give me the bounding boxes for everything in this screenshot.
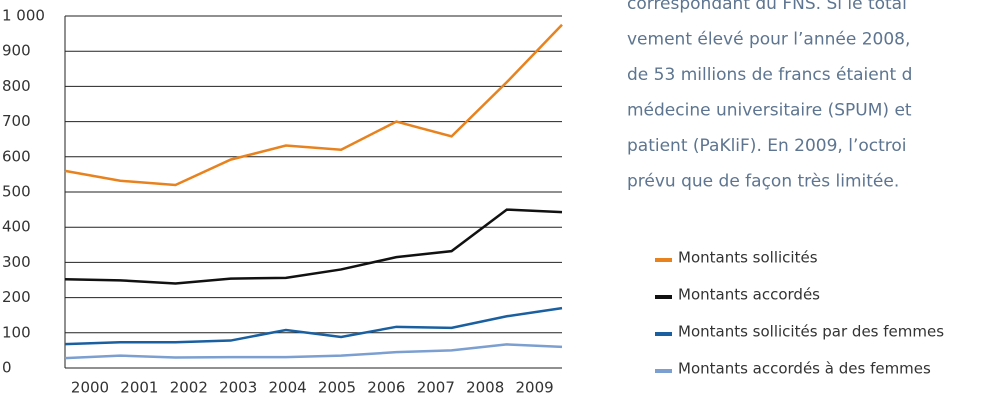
x-tick-label: 2008 bbox=[466, 379, 504, 397]
x-tick-label: 2009 bbox=[516, 379, 554, 397]
legend-swatch bbox=[655, 295, 672, 299]
side-text: prévu que de façon très limitée. bbox=[627, 172, 899, 192]
y-tick-label: 800 bbox=[2, 77, 31, 95]
side-text: vement élevé pour l’année 2008, bbox=[627, 30, 910, 50]
y-tick-label: 200 bbox=[2, 288, 31, 306]
x-tick-label: 2004 bbox=[269, 379, 307, 397]
line-series bbox=[64, 306, 563, 346]
legend-label: Montants sollicités par des femmes bbox=[678, 323, 944, 341]
x-tick-label: 2000 bbox=[71, 379, 109, 397]
x-tick-label: 2003 bbox=[219, 379, 257, 397]
side-text: patient (PaKliF). En 2009, l’octroi bbox=[627, 136, 907, 156]
y-tick-label: 300 bbox=[2, 253, 31, 271]
x-tick-label: 2002 bbox=[170, 379, 208, 397]
line-series bbox=[64, 208, 563, 285]
y-tick-label: 700 bbox=[2, 112, 31, 130]
x-tick-label: 2005 bbox=[318, 379, 356, 397]
y-tick-label: 900 bbox=[2, 42, 31, 60]
x-tick-label: 2006 bbox=[367, 379, 405, 397]
legend-label: Montants accordés à des femmes bbox=[678, 360, 931, 378]
legend-label: Montants accordés bbox=[678, 286, 820, 304]
side-text: correspondant du FNS. Si le total bbox=[627, 0, 907, 14]
x-tick-label: 2001 bbox=[120, 379, 158, 397]
x-tick-label: 2007 bbox=[417, 379, 455, 397]
y-tick-label: 1 000 bbox=[2, 7, 45, 25]
line-series bbox=[64, 23, 563, 187]
legend-swatch bbox=[655, 332, 672, 336]
legend-swatch bbox=[655, 369, 672, 373]
y-tick-label: 500 bbox=[2, 183, 31, 201]
side-text: de 53 millions de francs étaient d bbox=[627, 65, 912, 85]
y-tick-label: 600 bbox=[2, 147, 31, 165]
y-tick-label: 400 bbox=[2, 218, 31, 236]
legend-label: Montants sollicités bbox=[678, 249, 818, 267]
line-series bbox=[64, 343, 563, 360]
y-tick-label: 0 bbox=[2, 359, 12, 377]
side-text: médecine universitaire (SPUM) et bbox=[627, 101, 912, 121]
y-tick-label: 100 bbox=[2, 323, 31, 341]
legend-swatch bbox=[655, 258, 672, 262]
